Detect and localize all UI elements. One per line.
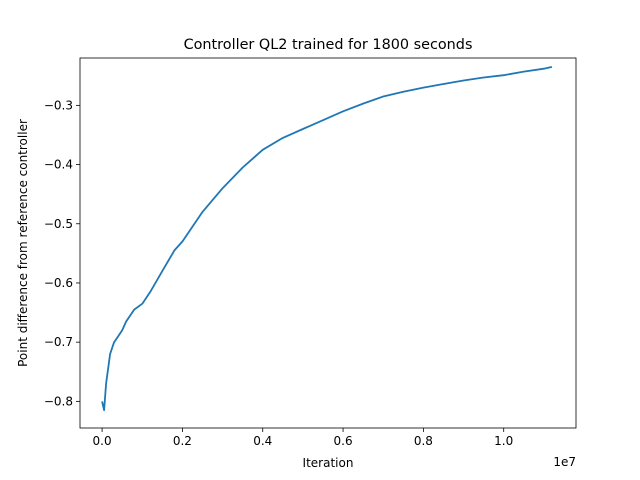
x-axis-label: Iteration [303,456,354,470]
plot-area [79,57,577,429]
x-tick-label: 0.2 [173,434,192,448]
x-tick-label: 0.0 [93,434,112,448]
x-axis: 0.0 0.2 0.4 0.6 0.8 1.0 [93,428,513,448]
x-tick-label: 0.4 [253,434,272,448]
y-tick-label: −0.3 [44,98,73,112]
y-tick-label: −0.6 [44,276,73,290]
chart-title: Controller QL2 trained for 1800 seconds [184,37,473,53]
series-group [101,66,553,412]
y-axis-label: Point difference from reference controll… [16,119,30,367]
series-line [101,66,553,412]
y-tick-label: −0.4 [44,158,73,172]
y-tick-label: −0.7 [44,335,73,349]
y-axis: −0.8 −0.7 −0.6 −0.5 −0.4 −0.3 [44,98,80,408]
x-tick-label: 1.0 [494,434,513,448]
x-tick-label: 0.6 [334,434,353,448]
y-tick-label: −0.5 [44,217,73,231]
x-axis-offset-label: 1e7 [553,455,576,469]
x-tick-label: 0.8 [414,434,433,448]
y-tick-label: −0.8 [44,394,73,408]
